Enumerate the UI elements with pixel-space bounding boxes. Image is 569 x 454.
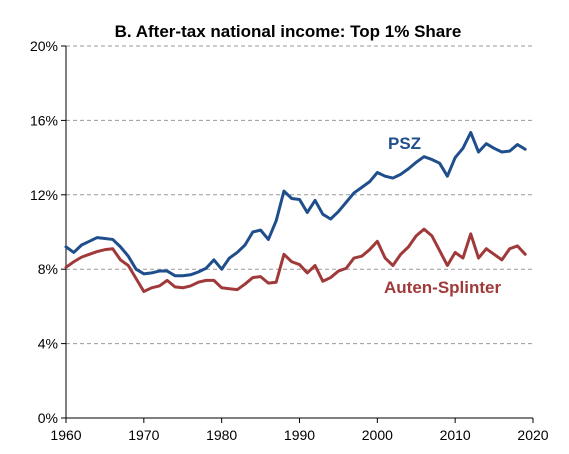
- y-tick-label: 16%: [30, 112, 58, 128]
- y-tick-label: 20%: [30, 38, 58, 54]
- x-tick-label: 1980: [206, 427, 237, 443]
- series-lines: [64, 130, 527, 294]
- chart-title: B. After-tax national income: Top 1% Sha…: [115, 22, 462, 41]
- grid-lines: [66, 45, 533, 345]
- series-line-auten-splinter: [64, 227, 527, 294]
- x-tick-label: 1960: [50, 427, 81, 443]
- x-tick-labels: 1960 1970 1980 1990 2000 2010 2020: [50, 427, 548, 443]
- series-label-auten-splinter: Auten-Splinter: [384, 278, 501, 297]
- series-label-psz: PSZ: [388, 134, 421, 153]
- x-tick-label: 1990: [284, 427, 315, 443]
- y-tick-label: 4%: [38, 336, 58, 352]
- x-tick-label: 1970: [128, 427, 159, 443]
- x-tick-label: 2000: [362, 427, 393, 443]
- y-tick-label: 8%: [38, 261, 58, 277]
- series-line-psz: [64, 130, 527, 278]
- y-tick-labels: 0% 4% 8% 12% 16% 20%: [30, 38, 58, 426]
- axes: [61, 45, 534, 423]
- y-tick-label: 12%: [30, 187, 58, 203]
- x-tick-label: 2020: [517, 427, 548, 443]
- x-tick-label: 2010: [440, 427, 471, 443]
- y-tick-label: 0%: [38, 410, 58, 426]
